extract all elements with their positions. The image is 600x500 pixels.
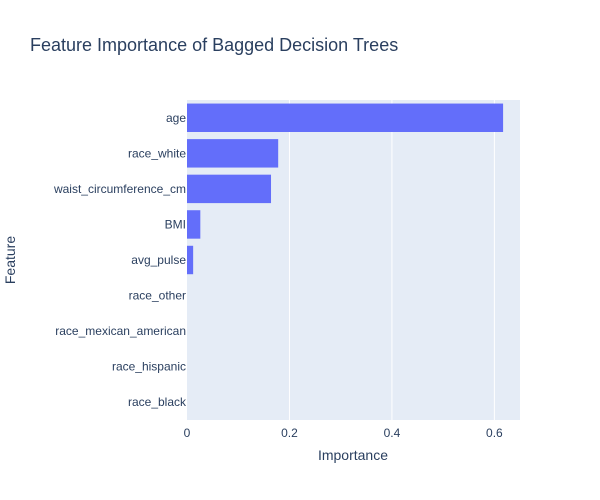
y-tick-label: race_hispanic	[112, 360, 186, 374]
bar-age	[187, 103, 504, 132]
y-tick-label: race_black	[128, 395, 187, 409]
bars	[187, 103, 504, 275]
y-tick-label: race_mexican_american	[55, 324, 186, 338]
x-tick-label: 0	[184, 426, 191, 440]
chart-title: Feature Importance of Bagged Decision Tr…	[30, 35, 398, 55]
bar-race-white	[187, 139, 279, 168]
y-tick-label: race_white	[128, 146, 186, 160]
y-tick-label: race_other	[129, 289, 186, 303]
x-tick-labels: 0 0.2 0.4 0.6	[184, 426, 503, 440]
y-tick-label: BMI	[165, 217, 186, 231]
x-axis-title: Importance	[318, 447, 388, 463]
y-axis-title: Feature	[2, 236, 18, 284]
bar-bmi	[187, 210, 201, 239]
y-tick-label: avg_pulse	[131, 253, 186, 267]
bar-waist-circumference-cm	[187, 174, 272, 204]
bar-avg-pulse	[187, 245, 194, 275]
x-tick-label: 0.6	[486, 426, 503, 440]
y-tick-label: age	[166, 111, 186, 125]
y-tick-label: waist_circumference_cm	[53, 182, 186, 196]
x-tick-label: 0.2	[281, 426, 298, 440]
grid-lines	[288, 100, 495, 420]
y-tick-labels: age race_white waist_circumference_cm BMI av…	[53, 111, 187, 409]
x-tick-label: 0.4	[384, 426, 401, 440]
